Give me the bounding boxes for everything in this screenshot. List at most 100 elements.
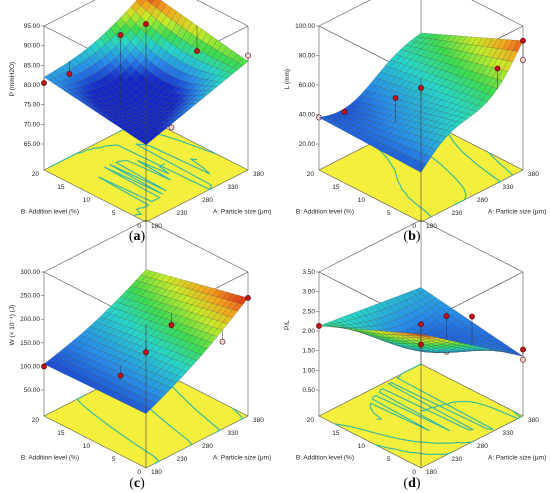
z-tick-label: 50.00 [24, 387, 41, 394]
y-axis-ticks: 0 5 10 15 20 [307, 417, 417, 476]
y-tick-label: 0 [137, 469, 141, 476]
design-point [245, 52, 251, 59]
panel-label: (c) [129, 476, 145, 491]
x-tick-label: 280 [202, 443, 213, 450]
z-tick-label: 90.00 [24, 43, 41, 50]
panel-a: 65.00 70.00 75.00 80.00 85.00 90.00 95.00 P (mm… [0, 0, 275, 246]
z-tick-label: 100.00 [295, 23, 315, 30]
design-point [66, 71, 73, 77]
x-tick-label: 330 [503, 430, 514, 437]
z-axis-ticks: 0.50 1.00 1.50 2.00 2.50 3.00 3.50 [302, 269, 319, 394]
y-tick-label: 10 [358, 443, 366, 450]
z-tick-label: 3.00 [302, 289, 315, 296]
x-tick-label: 330 [228, 430, 239, 437]
panel-d: 0.50 1.00 1.50 2.00 2.50 3.00 3.50 P/L 180 230 280… [275, 219, 550, 493]
x-axis-label: A: Particle size (μm) [213, 208, 271, 215]
design-point [219, 338, 226, 345]
z-tick-label: 75.00 [24, 102, 41, 109]
x-axis-label: A: Particle size (μm) [488, 208, 546, 215]
design-point [143, 21, 149, 27]
y-axis-label: B: Addition level (%) [296, 208, 354, 215]
design-points-above [41, 295, 251, 379]
x-axis-ticks: 180 230 280 330 380 [151, 171, 264, 230]
x-axis-ticks: 180 230 280 330 380 [151, 417, 264, 476]
z-tick-label: 65.00 [24, 141, 41, 148]
design-point [143, 349, 149, 356]
y-tick-label: 10 [358, 197, 366, 204]
panel-label: (a) [129, 229, 146, 244]
x-tick-label: 380 [528, 171, 539, 178]
y-axis-ticks: 0 5 10 15 20 [307, 171, 417, 230]
y-axis-label: B: Addition level (%) [21, 454, 79, 461]
design-point [245, 295, 251, 301]
z-tick-label: 300.00 [20, 269, 40, 276]
surface-chart-d: 0.50 1.00 1.50 2.00 2.50 3.00 3.50 P/L 180 230 280… [284, 219, 546, 491]
z-tick-label: 70.00 [24, 121, 41, 128]
x-tick-label: 280 [202, 197, 213, 204]
x-tick-label: 180 [151, 469, 162, 476]
design-point [41, 80, 47, 86]
x-tick-label: 180 [426, 223, 437, 230]
z-tick-label: 200.00 [20, 316, 40, 323]
panel-label: (d) [403, 476, 420, 491]
y-tick-label: 5 [387, 210, 391, 217]
response-surface [43, 0, 249, 146]
y-axis-label: B: Addition level (%) [296, 454, 354, 461]
x-tick-label: 230 [177, 210, 188, 217]
z-axis-ticks: 20.00 40.00 60.00 80.00 100.00 [295, 23, 319, 148]
y-axis-ticks: 0 5 10 15 20 [32, 171, 142, 230]
design-point [117, 372, 124, 379]
y-axis-label: B: Addition level (%) [21, 208, 79, 215]
y-tick-label: 10 [83, 443, 91, 450]
x-axis-label: A: Particle size (μm) [488, 454, 546, 461]
y-tick-label: 15 [332, 430, 340, 437]
y-tick-label: 5 [112, 456, 116, 463]
floor-contours [334, 363, 522, 456]
x-tick-label: 230 [452, 210, 463, 217]
response-surface [318, 287, 524, 357]
design-points-above [316, 313, 526, 357]
design-point [392, 95, 399, 101]
design-point [168, 124, 175, 131]
y-tick-label: 15 [57, 184, 65, 191]
x-tick-label: 230 [452, 456, 463, 463]
z-tick-label: 95.00 [24, 23, 41, 30]
x-tick-label: 180 [426, 469, 437, 476]
z-tick-label: 1.00 [302, 367, 315, 374]
design-point [520, 346, 526, 353]
x-tick-label: 180 [151, 223, 162, 230]
design-point [418, 85, 424, 91]
design-point [117, 32, 124, 38]
design-point [418, 341, 424, 348]
y-tick-label: 15 [332, 184, 340, 191]
y-tick-label: 10 [83, 197, 91, 204]
x-tick-label: 380 [253, 417, 264, 424]
design-point [341, 108, 348, 115]
z-tick-label: 1.50 [302, 348, 315, 355]
design-points-above [41, 21, 200, 109]
design-point [443, 313, 450, 319]
y-tick-label: 0 [137, 223, 141, 230]
z-tick-label: 0.50 [302, 387, 315, 394]
y-tick-label: 20 [32, 417, 40, 424]
x-axis-ticks: 180 230 280 330 380 [426, 171, 539, 230]
z-axis-label: P (mmH2O) [9, 62, 16, 97]
design-point [520, 37, 526, 44]
design-point [316, 323, 322, 329]
z-tick-label: 60.00 [299, 82, 316, 89]
z-tick-label: 85.00 [24, 62, 41, 69]
design-point [418, 321, 424, 328]
z-tick-label: 40.00 [299, 112, 316, 119]
panel-c: 50.00 100.00 150.00 200.00 250.00 300.00 W (× … [0, 219, 275, 493]
design-points-above [341, 37, 526, 123]
z-axis-label: P/L [284, 320, 291, 330]
y-tick-label: 15 [57, 430, 65, 437]
z-axis-label: W (× 10⁻⁴) (J) [9, 305, 16, 346]
design-point [520, 57, 526, 63]
y-tick-label: 20 [307, 417, 315, 424]
y-axis-ticks: 0 5 10 15 20 [32, 417, 142, 476]
panel-b: 20.00 40.00 60.00 80.00 100.00 L (mm) 180 230 28… [275, 0, 550, 246]
y-tick-label: 20 [32, 171, 40, 178]
x-tick-label: 380 [253, 171, 264, 178]
